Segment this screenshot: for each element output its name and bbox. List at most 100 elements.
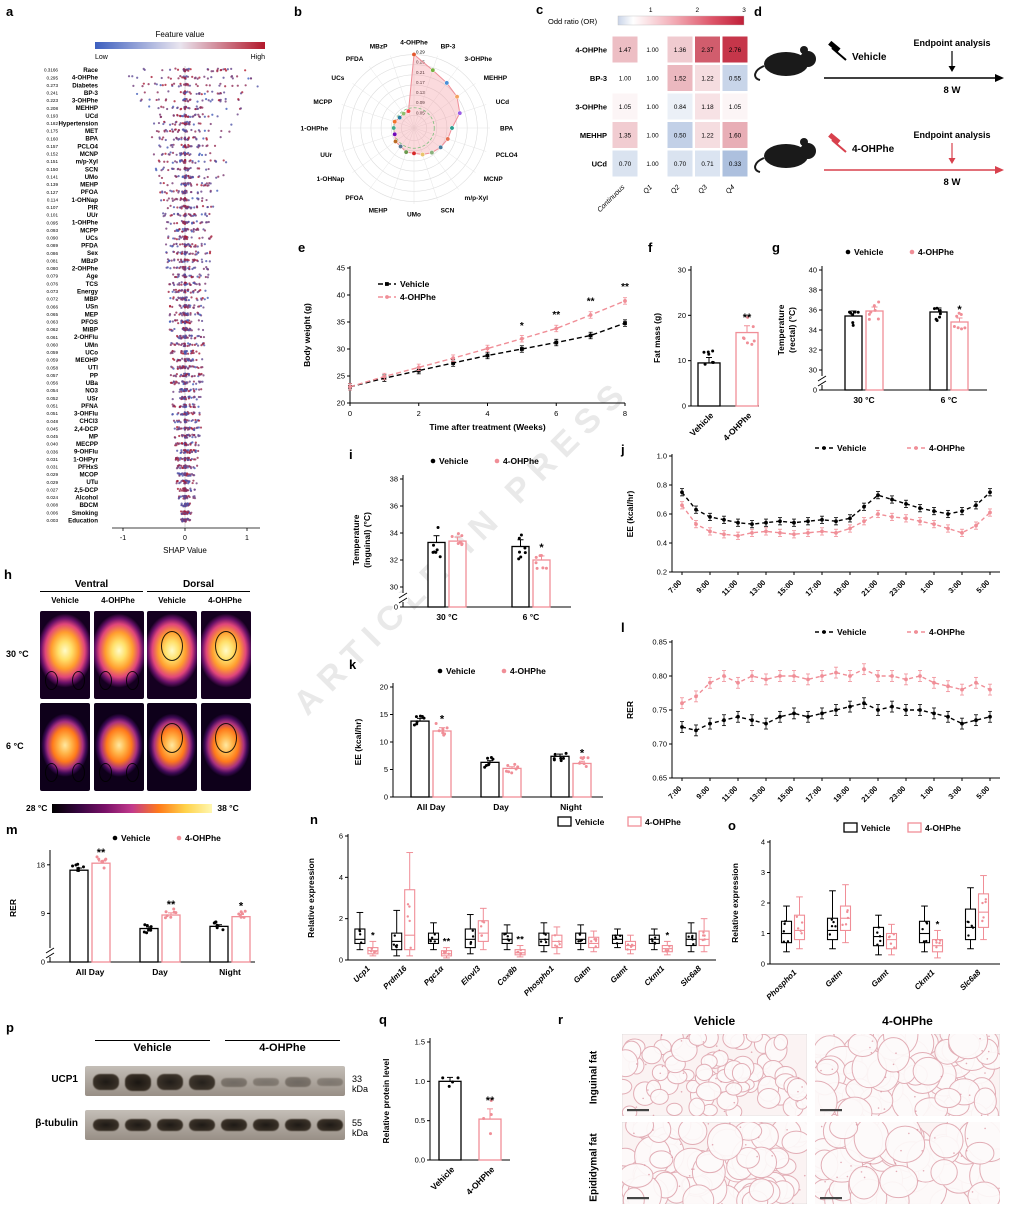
svg-text:PFHxS: PFHxS (78, 464, 98, 471)
scale-max-label: 38 °C (217, 803, 239, 813)
ucp1-band (317, 1078, 343, 1086)
svg-text:TCS: TCS (86, 281, 98, 288)
svg-text:0.076: 0.076 (47, 281, 59, 286)
svg-text:3-OHPhe: 3-OHPhe (72, 98, 99, 105)
svg-text:0.062: 0.062 (47, 327, 59, 332)
svg-text:Q1: Q1 (642, 184, 654, 196)
svg-text:Hypertension: Hypertension (58, 120, 98, 127)
svg-text:Body weight (g): Body weight (g) (302, 303, 312, 367)
svg-text:Temperature: Temperature (351, 514, 361, 565)
ucp1-band (221, 1077, 247, 1087)
svg-text:PFOA: PFOA (345, 195, 363, 202)
energy-expenditure-line-chart: 0.2 0.4 0.6 0.8 1.0 7:00 9:00 11:00 13:00 15:00 17… (625, 443, 1000, 598)
tubulin-band (253, 1119, 279, 1131)
panel-label-j: j (621, 442, 625, 457)
svg-text:0.295: 0.295 (47, 75, 59, 80)
panel-label-l: l (621, 620, 625, 635)
svg-text:SHAP Value: SHAP Value (163, 546, 207, 555)
svg-text:Vehicle: Vehicle (575, 817, 605, 827)
svg-text:0.056: 0.056 (47, 381, 59, 386)
svg-text:0.029: 0.029 (47, 480, 59, 485)
panel-label-f: f (648, 240, 653, 255)
svg-text:PFOS: PFOS (81, 319, 98, 326)
svg-text:UCd: UCd (496, 99, 509, 106)
svg-text:PCLO4: PCLO4 (496, 152, 518, 159)
svg-text:0.21: 0.21 (416, 70, 425, 75)
svg-text:Day: Day (152, 967, 168, 977)
svg-text:High: High (251, 54, 266, 61)
svg-text:MCPP: MCPP (80, 227, 98, 234)
svg-text:15:00: 15:00 (775, 784, 795, 804)
svg-text:0.25: 0.25 (416, 60, 425, 65)
histology-header-4ohphe: 4-OHPhe (882, 1014, 933, 1028)
svg-text:Slc6a8: Slc6a8 (958, 968, 983, 993)
svg-text:17:00: 17:00 (803, 578, 823, 598)
svg-text:1.05: 1.05 (619, 104, 632, 111)
svg-text:38: 38 (390, 475, 398, 484)
panel-d-study-design: d Vehicle Endpoint analysis 8 W 4-OHPhe Endp… (752, 0, 1014, 240)
svg-text:1:00: 1:00 (918, 578, 935, 595)
svg-text:BP-3: BP-3 (590, 74, 607, 83)
svg-text:0.024: 0.024 (47, 495, 59, 500)
svg-text:0: 0 (339, 956, 343, 965)
header-dorsal: Dorsal (147, 579, 250, 592)
svg-text:35: 35 (337, 318, 345, 327)
svg-text:1.0: 1.0 (415, 1077, 425, 1086)
svg-text:**: ** (97, 847, 106, 859)
svg-text:2.76: 2.76 (729, 47, 742, 54)
svg-text:32: 32 (809, 346, 817, 355)
svg-text:BP-3: BP-3 (84, 90, 99, 97)
inguinal-temperature-bar-chart: 30 32 34 36 38 0 30 °C 6 °C * Vehicle 4-OHPhe Tempe… (351, 456, 571, 622)
thermal-gradient-bar (52, 803, 213, 813)
svg-text:0: 0 (183, 535, 187, 542)
svg-text:1.36: 1.36 (674, 47, 687, 54)
tubulin-band (157, 1119, 183, 1131)
svg-text:5: 5 (384, 765, 388, 774)
svg-text:34: 34 (390, 529, 398, 538)
svg-text:0.29: 0.29 (416, 50, 425, 55)
panel-a-shap: a Feature value Low High 0.3166 Race 0.295 4-O… (0, 0, 290, 565)
svg-text:0.045: 0.045 (47, 426, 59, 431)
svg-text:2: 2 (417, 409, 421, 418)
svg-text:All Day: All Day (417, 802, 446, 812)
svg-text:RER: RER (625, 701, 635, 719)
svg-text:Relative expression: Relative expression (730, 863, 740, 943)
svg-text:*: * (440, 714, 445, 726)
svg-text:0: 0 (761, 960, 765, 969)
svg-text:21:00: 21:00 (859, 784, 879, 804)
panel-o-gene-expression: o 0 1 2 3 4 Phospho1 Gatm Gamt Ckmt1 * Slc6a8 Vehic… (726, 818, 1014, 1018)
svg-text:UCs: UCs (331, 75, 344, 82)
svg-text:9:00: 9:00 (694, 784, 711, 801)
panel-m-rer-bars: m 0 9 18 All Day Day Night ** ** * Vehicle 4-OHPhe… (0, 820, 300, 1018)
svg-text:20: 20 (337, 399, 345, 408)
gene-expression-box-plot: 0 2 4 6 Ucp1 * Prdm16 Pgc1α ** Elovl3 Cox8b ** Phosp… (306, 816, 716, 998)
svg-text:0.036: 0.036 (47, 449, 59, 454)
svg-text:2-OHFlu: 2-OHFlu (74, 334, 98, 341)
thermal-image-30c-vehicle-dorsal (147, 611, 197, 699)
svg-text:Smoking: Smoking (72, 510, 98, 517)
tubulin-band (285, 1119, 311, 1131)
svg-text:20: 20 (380, 683, 388, 692)
svg-text:MBP: MBP (84, 296, 98, 303)
panel-label-h: h (4, 567, 12, 582)
svg-text:Gatm: Gatm (572, 964, 593, 985)
svg-text:0.080: 0.080 (47, 266, 59, 271)
svg-text:23:00: 23:00 (887, 578, 907, 598)
svg-text:UMo: UMo (407, 212, 421, 219)
tubulin-band (317, 1119, 343, 1131)
svg-text:SCN: SCN (441, 207, 455, 214)
ucp1-band (125, 1073, 151, 1091)
svg-text:Odd ratio (OR): Odd ratio (OR) (548, 17, 598, 26)
svg-text:4: 4 (485, 409, 489, 418)
svg-text:Phospho1: Phospho1 (765, 968, 799, 1002)
svg-text:0.048: 0.048 (47, 419, 59, 424)
panel-l-rer-timeseries: l 0.65 0.70 0.75 0.80 0.85 7:00 9:00 11:00 13:00… (617, 620, 1014, 825)
svg-text:9-OHFlu: 9-OHFlu (74, 449, 98, 456)
svg-text:0.70: 0.70 (619, 161, 632, 168)
svg-text:4-OHPhe: 4-OHPhe (185, 833, 221, 843)
svg-text:0.273: 0.273 (47, 83, 59, 88)
svg-text:1-OHPyr: 1-OHPyr (73, 456, 98, 463)
subheader-vehicle-1: Vehicle (51, 596, 79, 605)
tubulin-kda-label: 55 kDa (352, 1118, 369, 1138)
